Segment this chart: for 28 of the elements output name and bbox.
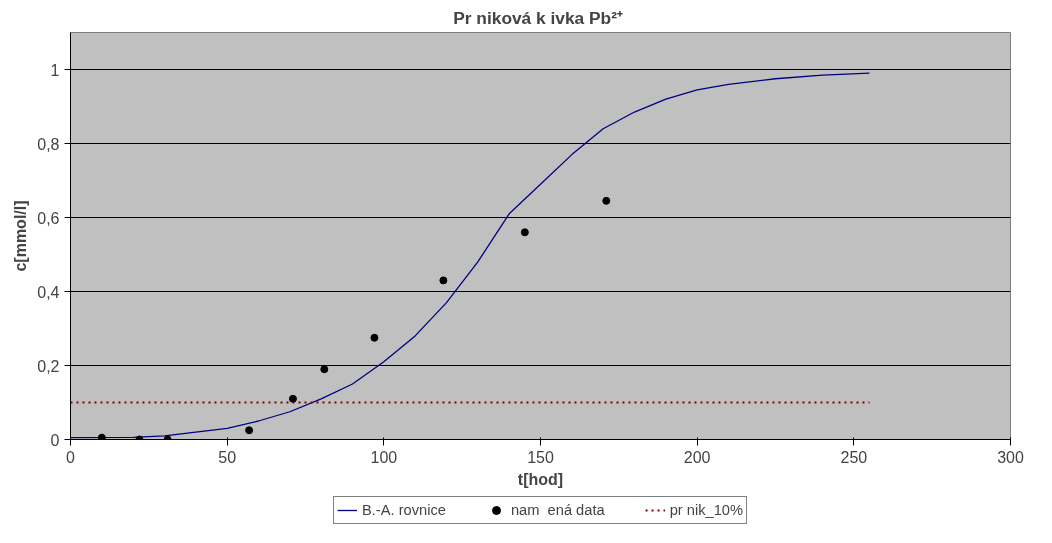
y-tick-label: 0,6 xyxy=(37,209,60,227)
point xyxy=(288,394,297,403)
legend-label: B.-A. rovnice xyxy=(362,502,446,518)
legend-label: nam ená data xyxy=(510,502,605,518)
y-tick-label: 0 xyxy=(50,431,60,449)
line-series xyxy=(70,72,871,439)
y-tick-label: 1 xyxy=(50,61,60,79)
x-tick-label: 150 xyxy=(527,448,554,466)
x-tick-label: 200 xyxy=(683,448,711,466)
x-tick-label: 0 xyxy=(66,448,76,466)
point xyxy=(320,365,329,374)
y-tick-label: 0,4 xyxy=(37,283,60,301)
point xyxy=(439,276,448,285)
legend-label: pr nik_10% xyxy=(669,502,743,518)
x-tick-label: 50 xyxy=(218,448,237,466)
chart-title: Pr niková k ivka Pb²⁺ xyxy=(453,7,623,28)
point xyxy=(97,433,106,440)
point xyxy=(602,196,611,205)
point xyxy=(245,426,254,435)
y-tick-label: 0,2 xyxy=(37,357,60,375)
point xyxy=(370,333,379,342)
x-axis-title: t[hod] xyxy=(517,470,564,488)
y-tick-label: 0,8 xyxy=(37,135,60,153)
point xyxy=(520,228,529,237)
x-tick-label: 300 xyxy=(997,448,1024,466)
x-tick-label: 100 xyxy=(370,448,398,466)
x-tick-label: 250 xyxy=(840,448,868,466)
y-axis-title: c[mmol/l] xyxy=(12,200,30,272)
